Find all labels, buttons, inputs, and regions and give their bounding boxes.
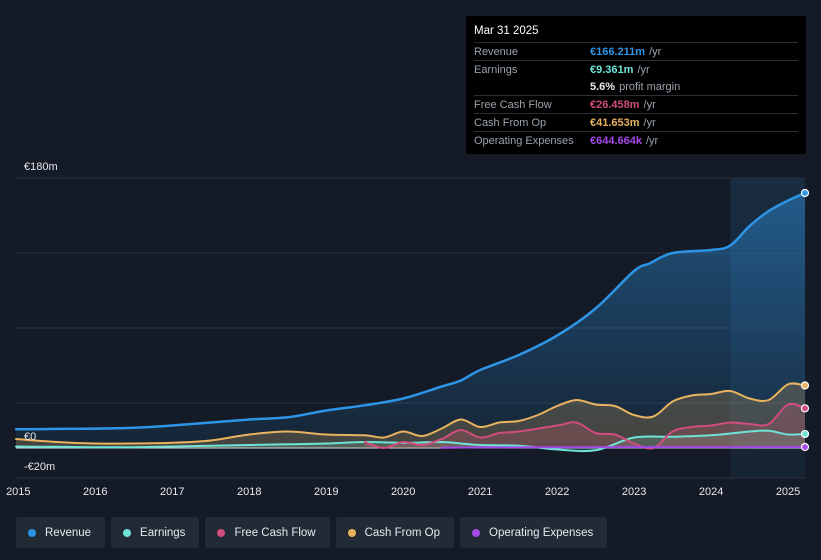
legend-dot-icon: [347, 528, 356, 537]
legend-item-operating-expenses[interactable]: Operating Expenses: [460, 517, 608, 548]
tooltip-value: €41.653m: [590, 116, 640, 129]
tooltip-value: €26.458m: [590, 98, 640, 111]
legend-item-cash-from-op[interactable]: Cash From Op: [335, 517, 455, 548]
tooltip-label: Revenue: [474, 45, 519, 58]
series-areas: [16, 193, 805, 452]
legend-item-earnings[interactable]: Earnings: [111, 517, 200, 548]
line-cash-from-op: [15, 382, 806, 445]
x-tick-label-2022: 2022: [545, 486, 569, 498]
x-tick-label-2020: 2020: [391, 486, 415, 498]
legend-label: Revenue: [45, 526, 92, 539]
x-tick-label-2023: 2023: [622, 486, 646, 498]
tooltip-row-free-cash-flow: Free Cash Flow €26.458m /yr: [474, 96, 798, 114]
x-tick-label-2015: 2015: [6, 486, 30, 498]
x-tick-label-2021: 2021: [468, 486, 492, 498]
x-tick-label-2018: 2018: [237, 486, 261, 498]
tooltip-value: €644.664k: [590, 134, 642, 147]
line-revenue: [14, 191, 807, 431]
series-end-dots: [800, 188, 810, 452]
tooltip-unit: /yr: [643, 116, 656, 129]
legend-item-free-cash-flow[interactable]: Free Cash Flow: [205, 517, 330, 548]
tooltip-value: €166.211m: [590, 45, 646, 58]
area-cash-from-op: [16, 383, 805, 448]
area-revenue: [16, 193, 805, 448]
end-dot-free-cash-flow: [800, 404, 810, 413]
tooltip-row-cash-from-op: Cash From Op €41.653m /yr: [474, 114, 798, 132]
tooltip-label: Free Cash Flow: [474, 98, 552, 111]
tooltip-row-earnings: Earnings €9.361m /yr: [474, 61, 798, 78]
tooltip-unit: /yr: [637, 63, 650, 76]
line-operating-expenses: [440, 446, 806, 449]
x-tick-label-2024: 2024: [699, 486, 723, 498]
tooltip-label: Cash From Op: [474, 116, 547, 129]
line-free-cash-flow: [363, 402, 806, 450]
tooltip-unit: /yr: [646, 134, 659, 147]
tooltip-unit: /yr: [649, 45, 662, 58]
x-tick-label-2017: 2017: [160, 486, 184, 498]
y-axis-label-top: €180m: [24, 161, 58, 173]
series-lines: [14, 191, 807, 453]
tooltip-unit: /yr: [643, 98, 656, 111]
end-dot-cash-from-op: [800, 381, 810, 390]
tooltip-value: 5.6%: [590, 80, 616, 93]
line-earnings: [15, 429, 806, 453]
end-dot-revenue: [800, 188, 810, 198]
y-axis-label-bottom: -€20m: [24, 461, 55, 473]
legend-label: Earnings: [140, 526, 186, 539]
tooltip-value: €9.361m: [590, 63, 634, 76]
tooltip-row-operating-expenses: Operating Expenses €644.664k /yr: [474, 132, 798, 149]
legend-dot-icon: [28, 528, 36, 537]
x-tick-label-2025: 2025: [776, 486, 800, 498]
legend-label: Cash From Op: [364, 526, 441, 539]
tooltip-row-profit-margin: 5.6% profit margin: [474, 78, 798, 96]
x-tick-label-2019: 2019: [314, 486, 338, 498]
tooltip-row-revenue: Revenue €166.211m /yr: [474, 43, 798, 61]
data-tooltip: Mar 31 2025 Revenue €166.211m /yr Earnin…: [466, 16, 806, 154]
x-axis-ticks: 2015 2016 2017 2018 2019 2020 2021 2022 2023 2024…: [6, 486, 800, 498]
legend-dot-icon: [472, 528, 481, 537]
end-dot-operating-expenses: [800, 442, 810, 452]
legend-dot-icon: [123, 528, 132, 537]
legend-item-revenue[interactable]: Revenue: [16, 517, 106, 548]
legend-label: Operating Expenses: [489, 526, 594, 539]
end-dot-earnings: [800, 429, 810, 439]
legend-dot-icon: [217, 528, 226, 537]
legend-label: Free Cash Flow: [234, 526, 316, 539]
chart-legend: Revenue Earnings Free Cash Flow Cash Fro…: [16, 517, 608, 548]
tooltip-date: Mar 31 2025: [474, 24, 798, 43]
tooltip-label: Operating Expenses: [474, 134, 574, 147]
y-axis-label-zero: €0: [24, 431, 36, 443]
tooltip-label: Earnings: [474, 63, 518, 76]
tooltip-unit: profit margin: [619, 80, 681, 93]
x-tick-label-2016: 2016: [83, 486, 107, 498]
area-free-cash-flow: [364, 403, 805, 449]
